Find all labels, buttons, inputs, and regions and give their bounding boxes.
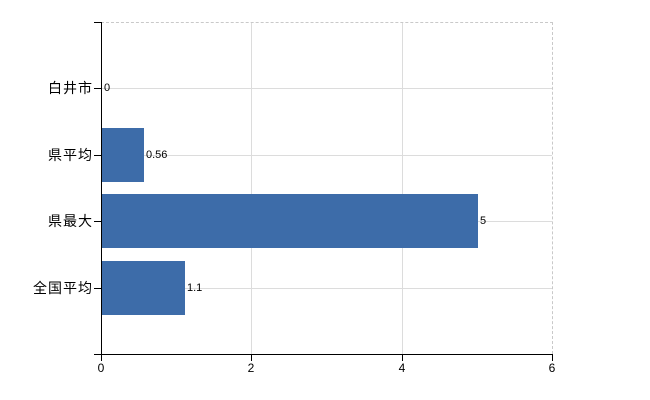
category-label: 全国平均 (33, 280, 93, 296)
x-axis-tick (101, 355, 102, 361)
bar-value-label: 5 (480, 215, 487, 227)
grid-line-horizontal (102, 88, 552, 89)
bar-value-label: 1.1 (187, 282, 203, 294)
grid-line-horizontal (102, 288, 552, 289)
bar (102, 128, 144, 182)
plot-border-right (552, 22, 553, 354)
x-tick-label: 4 (398, 361, 406, 375)
bar (102, 194, 478, 248)
x-axis-tick (402, 355, 403, 361)
y-axis-tick (94, 221, 101, 222)
y-axis-tick (94, 155, 101, 156)
category-label: 県最大 (48, 213, 93, 229)
y-axis-tick (94, 288, 101, 289)
x-axis-line (101, 354, 553, 355)
plot-area: 0 0.56 5 1.1 (101, 22, 552, 354)
bar-value-label: 0 (104, 82, 111, 94)
y-axis-tick (94, 88, 101, 89)
x-axis-tick (251, 355, 252, 361)
y-axis-tick (94, 354, 101, 355)
bar-value-label: 0.56 (146, 149, 168, 161)
x-tick-label: 6 (548, 361, 556, 375)
x-axis-tick (552, 355, 553, 361)
bar (102, 261, 185, 315)
category-label: 白井市 (48, 80, 93, 96)
plot-border-top (101, 22, 553, 23)
category-label: 県平均 (48, 147, 93, 163)
x-tick-label: 2 (247, 361, 255, 375)
grid-line-vertical (251, 22, 252, 354)
grid-line-vertical (402, 22, 403, 354)
y-axis-line (101, 22, 102, 354)
x-tick-label: 0 (97, 361, 105, 375)
grid-line-horizontal (102, 155, 552, 156)
y-axis-tick (94, 22, 101, 23)
